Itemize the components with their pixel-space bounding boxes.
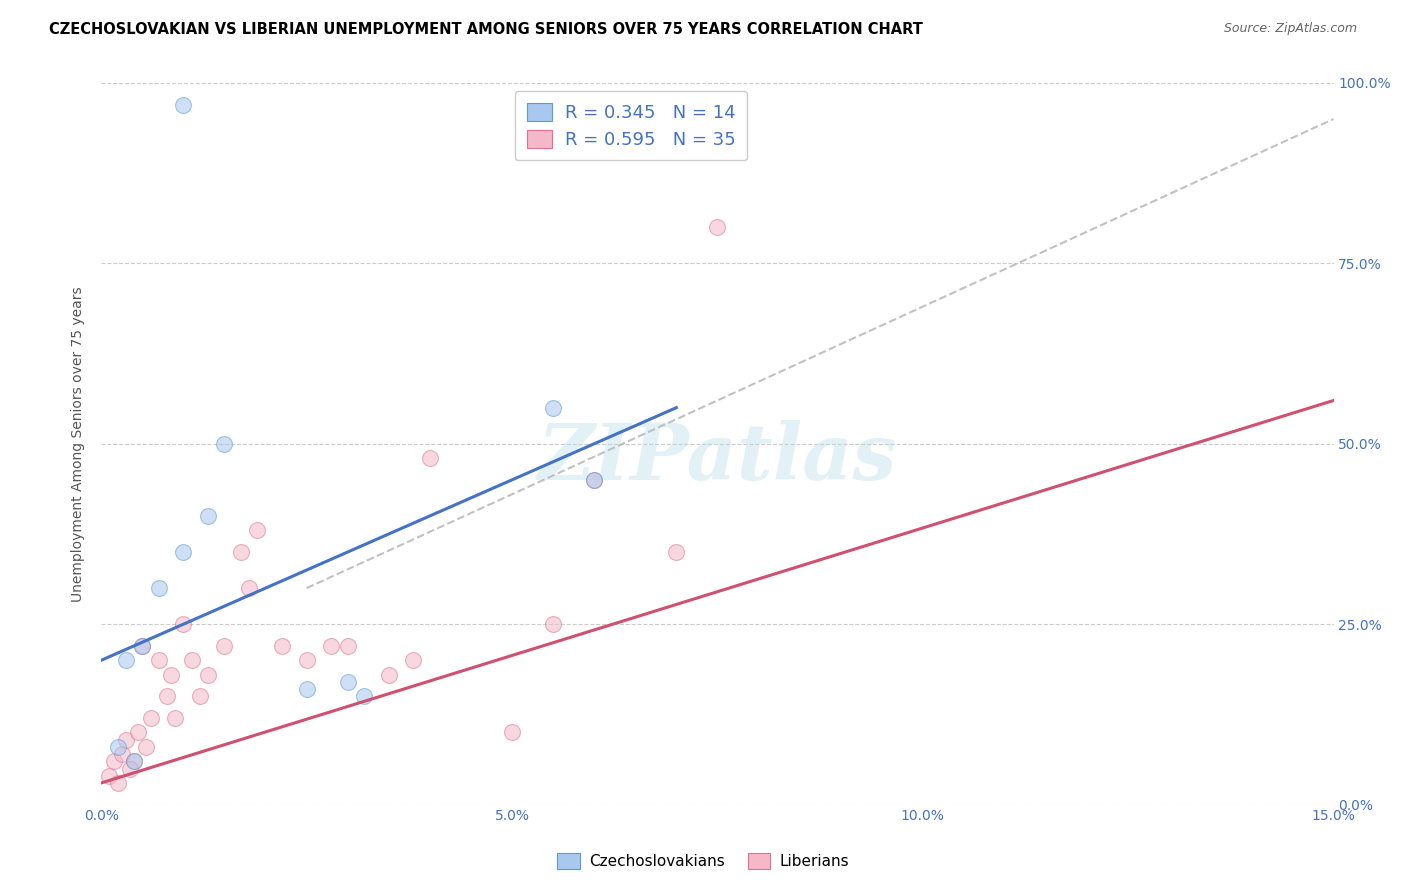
Legend: Czechoslovakians, Liberians: Czechoslovakians, Liberians — [551, 847, 855, 875]
Point — [115, 653, 138, 667]
Point — [122, 754, 145, 768]
Point — [665, 545, 688, 559]
Point — [180, 653, 202, 667]
Point — [188, 690, 211, 704]
Point — [115, 732, 138, 747]
Point — [336, 674, 359, 689]
Point — [321, 639, 343, 653]
Point — [172, 617, 194, 632]
Point — [127, 725, 149, 739]
Point — [107, 776, 129, 790]
Point — [271, 639, 294, 653]
Point — [214, 437, 236, 451]
Point — [238, 581, 260, 595]
Point — [135, 739, 157, 754]
Point — [98, 769, 121, 783]
Legend: R = 0.345   N = 14, R = 0.595   N = 35: R = 0.345 N = 14, R = 0.595 N = 35 — [515, 91, 748, 161]
Point — [583, 473, 606, 487]
Point — [706, 220, 728, 235]
Point — [197, 667, 219, 681]
Point — [131, 639, 153, 653]
Point — [419, 451, 441, 466]
Point — [172, 545, 194, 559]
Point — [295, 682, 318, 697]
Text: CZECHOSLOVAKIAN VS LIBERIAN UNEMPLOYMENT AMONG SENIORS OVER 75 YEARS CORRELATION: CZECHOSLOVAKIAN VS LIBERIAN UNEMPLOYMENT… — [49, 22, 924, 37]
Point — [160, 667, 183, 681]
Point — [197, 508, 219, 523]
Point — [107, 739, 129, 754]
Y-axis label: Unemployment Among Seniors over 75 years: Unemployment Among Seniors over 75 years — [72, 286, 86, 601]
Point — [131, 639, 153, 653]
Point — [148, 653, 170, 667]
Point — [118, 762, 141, 776]
Point — [111, 747, 134, 761]
Point — [172, 97, 194, 112]
Point — [501, 725, 523, 739]
Point — [336, 639, 359, 653]
Point — [377, 667, 399, 681]
Point — [165, 711, 187, 725]
Point — [541, 401, 564, 415]
Point — [583, 473, 606, 487]
Point — [295, 653, 318, 667]
Point — [214, 639, 236, 653]
Point — [402, 653, 425, 667]
Point — [148, 581, 170, 595]
Text: Source: ZipAtlas.com: Source: ZipAtlas.com — [1223, 22, 1357, 36]
Point — [103, 754, 125, 768]
Point — [246, 524, 269, 538]
Text: ZIPatlas: ZIPatlas — [537, 420, 897, 497]
Point — [139, 711, 162, 725]
Point — [541, 617, 564, 632]
Point — [156, 690, 179, 704]
Point — [353, 690, 375, 704]
Point — [122, 754, 145, 768]
Point — [229, 545, 252, 559]
